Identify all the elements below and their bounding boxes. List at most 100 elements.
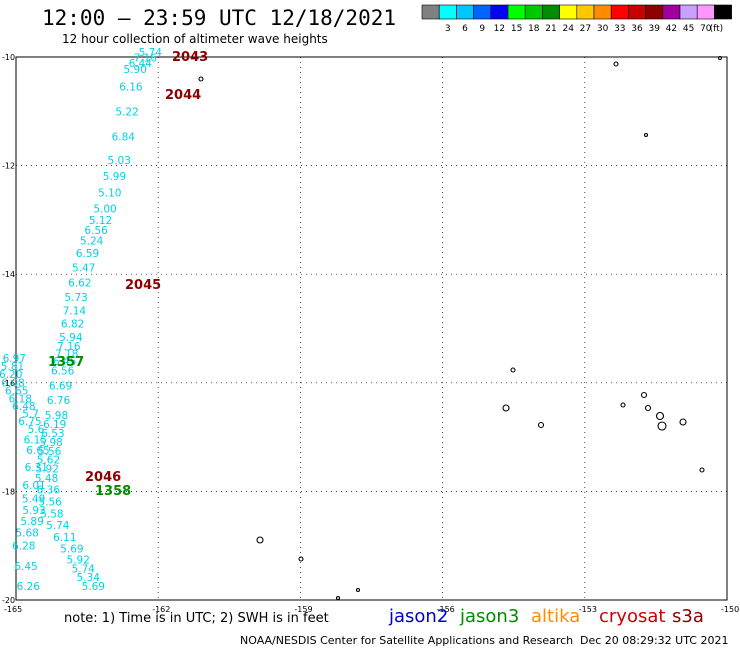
swh-labels: 5.747.166.445.906.165.226.845.035.995.10… xyxy=(0,47,162,593)
swh-label: 6.48 xyxy=(12,401,35,413)
footer-credit: NOAA/NESDIS Center for Satellite Applica… xyxy=(240,634,574,647)
swh-label: 6.45 xyxy=(53,356,76,368)
swh-label: 5.56 xyxy=(38,446,62,458)
time-label: 2045 xyxy=(125,278,161,293)
satellite-s3a: s3a xyxy=(672,606,704,627)
swh-label: 5.98 xyxy=(39,437,62,449)
swh-label: 5.48 xyxy=(35,473,58,485)
swh-label: 7.18 xyxy=(55,349,78,361)
island xyxy=(510,367,516,373)
y-tick-label: -18 xyxy=(2,487,15,496)
swh-label: 5.24 xyxy=(80,235,104,247)
swh-label: 6.97 xyxy=(3,353,26,365)
swh-label: 6.01 xyxy=(22,480,45,492)
swh-label: 6.36 xyxy=(37,485,61,497)
swh-label: 5.99 xyxy=(103,171,126,183)
satellite-jason2: jason2 xyxy=(389,606,449,627)
swh-label: 6.59 xyxy=(76,248,99,260)
legend-swatch xyxy=(714,4,732,20)
footer-note: note: 1) Time is in UTC; 2) SWH is in fe… xyxy=(64,611,329,626)
swh-label: 5.74 xyxy=(46,520,70,532)
swh-label: 5.6 xyxy=(28,424,45,436)
swh-label: 7.16 xyxy=(57,341,81,353)
island xyxy=(502,404,510,412)
x-tick-label: -150 xyxy=(721,605,739,614)
legend-label: 36 xyxy=(631,24,643,34)
time-labels: 2043 2044 2045 2046 1357 1358 xyxy=(48,50,208,499)
island xyxy=(643,132,649,138)
swh-label: 5.92 xyxy=(67,554,90,566)
swh-label: 6.28 xyxy=(12,541,35,553)
y-tick-label: -20 xyxy=(2,596,15,605)
swh-label: 5.81 xyxy=(1,361,24,373)
legend-label: 24 xyxy=(562,24,574,34)
swh-label: 5.7 xyxy=(22,409,39,421)
swh-label: 5.12 xyxy=(89,215,112,227)
swh-label: 6.15 xyxy=(24,435,47,447)
footer-timestamp: Dec 20 08:29:32 UTC 2021 xyxy=(580,634,729,647)
island xyxy=(655,411,665,421)
swh-label: 6.53 xyxy=(41,428,64,440)
swh-label: 6.56 xyxy=(84,225,108,237)
swh-label: 5.94 xyxy=(59,332,83,344)
swh-label: 6.65 xyxy=(5,385,28,397)
time-label: 1358 xyxy=(95,484,131,499)
page-title: 12:00 — 23:59 UTC 12/18/2021 xyxy=(42,6,397,30)
swh-label: 5.68 xyxy=(15,527,38,539)
swh-label: 5.90 xyxy=(124,64,147,76)
legend-unit: (ft) xyxy=(710,24,724,34)
y-tick-label: -14 xyxy=(2,270,15,279)
legend-label: 15 xyxy=(511,24,522,34)
x-tick-label: -153 xyxy=(579,605,597,614)
swh-label: 6.31 xyxy=(25,462,48,474)
swh-label: 6.20 xyxy=(0,369,22,381)
x-tick-label: -162 xyxy=(152,605,170,614)
island xyxy=(537,421,545,429)
swh-label: 5.69 xyxy=(60,544,83,556)
island xyxy=(620,402,626,408)
swh-label: 5.73 xyxy=(64,292,87,304)
time-label: 2046 xyxy=(85,470,121,485)
x-tick-label: -165 xyxy=(4,605,22,614)
y-tick-label: -12 xyxy=(2,162,15,171)
island xyxy=(613,61,619,67)
island xyxy=(644,404,652,412)
x-tick-label: -159 xyxy=(294,605,312,614)
legend-label: 33 xyxy=(614,24,625,34)
swh-label: 5.74 xyxy=(72,563,96,575)
swh-label: 7.14 xyxy=(63,305,87,317)
swh-label: 5.49 xyxy=(22,494,45,506)
x-tick-label: -156 xyxy=(437,605,455,614)
legend-label: 6 xyxy=(462,24,468,34)
island xyxy=(298,556,304,562)
swh-label: 5.89 xyxy=(20,516,43,528)
page-subtitle: 12 hour collection of altimeter wave hei… xyxy=(62,32,328,46)
swh-label: 5.69 xyxy=(82,581,105,593)
legend-label: 18 xyxy=(528,24,540,34)
satellite-jason3: jason3 xyxy=(460,606,520,627)
swh-label: 5.22 xyxy=(115,107,138,119)
swh-label: 5.03 xyxy=(108,155,131,167)
satellite-cryosat: cryosat xyxy=(599,606,666,627)
swh-label: 6.19 xyxy=(43,419,66,431)
island xyxy=(256,536,264,544)
legend-label: 21 xyxy=(545,24,556,34)
swh-label: 6.45 xyxy=(14,561,37,573)
legend-label: 30 xyxy=(597,24,609,34)
y-tick-label: -10 xyxy=(2,53,15,62)
swh-label: 6.65 xyxy=(26,445,49,457)
time-label: 2043 xyxy=(172,50,208,65)
satellite-altika: altika xyxy=(531,606,581,627)
color-legend: 3 6 9 12 15 18 21 24 27 30 33 36 39 42 45 70(ft) xyxy=(421,4,732,34)
swh-label: 6.44 xyxy=(129,58,153,70)
island xyxy=(699,467,705,473)
swh-label: 5.92 xyxy=(36,464,59,476)
swh-label: 6.08 xyxy=(1,377,24,389)
time-label: 2044 xyxy=(165,88,201,103)
swh-label: 6.26 xyxy=(17,581,41,593)
islands xyxy=(198,55,723,601)
swh-label: 5.10 xyxy=(98,187,121,199)
y-tick-label: -16 xyxy=(2,379,15,388)
legend-label: 9 xyxy=(479,24,485,34)
